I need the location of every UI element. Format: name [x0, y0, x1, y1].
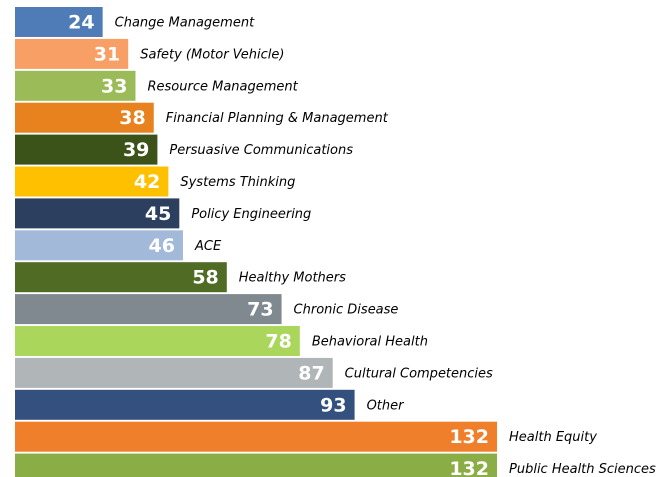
value-label: 24: [68, 12, 94, 34]
category-label: Public Health Sciences: [509, 462, 656, 477]
value-label: 73: [247, 299, 273, 321]
bar: [15, 421, 497, 452]
category-label: Behavioral Health: [312, 335, 428, 350]
value-label: 42: [134, 171, 160, 193]
value-label: 132: [449, 426, 489, 448]
category-label: Persuasive Communications: [169, 143, 353, 158]
value-label: 39: [123, 139, 149, 161]
category-label: Safety (Motor Vehicle): [140, 47, 284, 62]
value-label: 33: [101, 75, 127, 97]
value-label: 38: [119, 107, 145, 129]
value-label: 45: [145, 203, 171, 225]
bar: [15, 38, 129, 69]
bar: [15, 102, 154, 133]
category-label: ACE: [194, 239, 222, 254]
category-label: Other: [367, 398, 406, 413]
bar: [15, 262, 227, 293]
value-label: 58: [192, 267, 218, 289]
value-label: 87: [298, 362, 324, 384]
category-label: Policy Engineering: [191, 207, 311, 222]
bar: [15, 326, 300, 356]
value-label: 132: [449, 458, 489, 477]
category-label: Systems Thinking: [180, 175, 295, 190]
category-label: Cultural Competencies: [345, 366, 493, 381]
category-label: Financial Planning & Management: [166, 111, 389, 126]
category-label: Change Management: [115, 16, 255, 31]
bar: [15, 453, 497, 477]
value-label: 46: [149, 235, 175, 257]
bar: [15, 294, 282, 325]
bar: [15, 7, 103, 37]
category-label: Resource Management: [148, 79, 299, 94]
bar: [15, 230, 183, 261]
value-label: 31: [94, 43, 120, 65]
bar: [15, 70, 136, 101]
value-label: 93: [320, 394, 346, 416]
category-label: Chronic Disease: [294, 303, 399, 318]
value-label: 78: [265, 331, 291, 353]
bar: [15, 357, 333, 388]
category-label: Health Equity: [509, 430, 597, 445]
category-label: Healthy Mothers: [239, 271, 346, 286]
bar: [15, 166, 169, 197]
bar: [15, 198, 180, 229]
bar: [15, 134, 158, 165]
bar: [15, 389, 355, 420]
